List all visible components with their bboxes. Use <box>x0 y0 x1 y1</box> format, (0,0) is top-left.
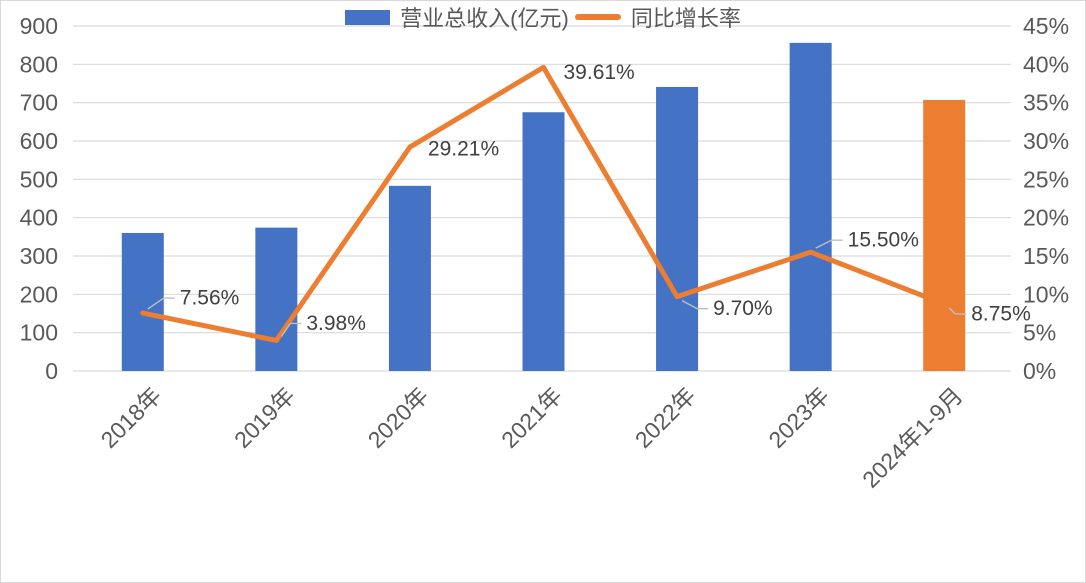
right-axis-tick: 35% <box>1023 90 1069 116</box>
right-axis-tick: 45% <box>1023 13 1069 39</box>
combo-chart-plot: 0 100 200 300 400 500 600 700 800 900 0% 5% 10% 15% 20… <box>20 13 1069 493</box>
bar <box>656 86 699 371</box>
label-leader-line <box>948 307 967 315</box>
left-axis-tick: 600 <box>20 128 58 154</box>
line-data-label: 39.61% <box>564 61 635 84</box>
bar <box>789 42 832 371</box>
left-axis-tick: 300 <box>20 243 58 269</box>
left-axis-tick: 500 <box>20 166 58 192</box>
x-axis-label: 2021年 <box>496 382 567 453</box>
legend-item-revenue: 营业总收入(亿元) <box>345 1 569 33</box>
line-data-label: 29.21% <box>428 138 499 161</box>
left-axis-tick: 700 <box>20 90 58 116</box>
x-axis-label: 2022年 <box>630 382 701 453</box>
bar <box>923 99 966 371</box>
right-axis-tick: 30% <box>1023 128 1069 154</box>
x-axis-label: 2019年 <box>229 382 300 453</box>
label-leader-line <box>147 297 175 310</box>
growth-line <box>140 64 947 343</box>
line-data-label: 9.70% <box>713 297 773 320</box>
label-leader-line <box>815 239 843 249</box>
bar <box>388 185 431 371</box>
line-data-label: 3.98% <box>306 312 366 335</box>
left-axis-tick: 200 <box>20 281 58 307</box>
right-axis-tick: 40% <box>1023 51 1069 77</box>
right-axis-tick: 0% <box>1023 358 1056 384</box>
left-axis-tick: 100 <box>20 320 58 346</box>
label-leader-line <box>681 300 709 310</box>
legend-bar-swatch <box>345 9 391 25</box>
x-axis-label: 2024年1-9月 <box>857 382 968 493</box>
label-leader-line <box>280 322 302 337</box>
line-data-label: 8.75% <box>971 302 1031 325</box>
x-axis-label: 2023年 <box>763 382 834 453</box>
x-axis-label: 2018年 <box>95 382 166 453</box>
line-data-label: 7.56% <box>180 287 240 310</box>
bar <box>121 233 164 371</box>
x-axis-label: 2020年 <box>363 382 434 453</box>
legend-line-swatch <box>574 14 621 20</box>
right-axis-tick: 10% <box>1023 281 1069 307</box>
chart-legend: 营业总收入(亿元) 同比增长率 <box>1 1 1085 33</box>
bar <box>255 227 298 371</box>
legend-item-growth: 同比增长率 <box>574 1 741 33</box>
left-axis-tick: 800 <box>20 51 58 77</box>
right-axis-tick: 15% <box>1023 243 1069 269</box>
right-axis-tick: 20% <box>1023 205 1069 231</box>
right-axis-tick: 5% <box>1023 320 1056 346</box>
legend-bar-label: 营业总收入(亿元) <box>400 6 569 31</box>
left-axis-tick: 0 <box>45 358 58 384</box>
right-axis-tick: 25% <box>1023 166 1069 192</box>
left-axis-tick: 400 <box>20 205 58 231</box>
left-axis-tick: 900 <box>20 13 58 39</box>
bar <box>522 112 565 371</box>
line-data-label: 15.50% <box>848 229 919 252</box>
legend-line-label: 同比增长率 <box>630 6 741 31</box>
